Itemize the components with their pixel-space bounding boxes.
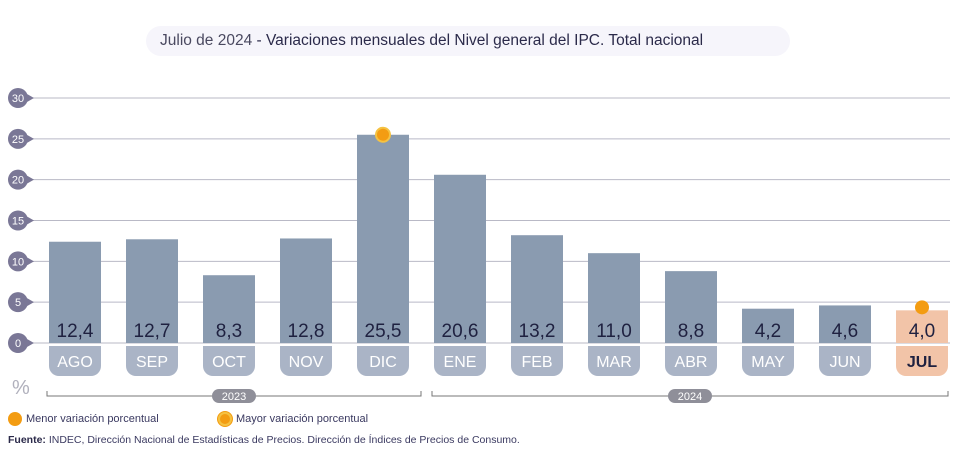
value-label: 20,6 [442,321,479,342]
legend-max: Mayor variación porcentual [218,412,368,426]
month-label: DIC [369,354,397,371]
value-label: 8,3 [216,321,242,342]
month-label: ENE [444,354,477,371]
y-tick-label: 10 [12,256,24,268]
month-label: ABR [675,354,708,371]
month-label: MAR [596,354,632,371]
y-tick-badge [8,169,34,190]
month-label: SEP [136,354,168,371]
month-pill [665,346,717,376]
bar-abr [665,271,717,343]
legend-max-label: Mayor variación porcentual [236,413,369,425]
value-label: 4,6 [832,321,858,342]
value-label: 25,5 [365,321,402,342]
bar-ago [49,241,101,343]
bar-chart: 0 5 10 15 20 25 30 12,4 AGO 12,7 SEP 8,3 OCT 12,8 NOV 2… [8,88,950,403]
y-tick-badge [8,292,34,313]
max-marker [375,126,391,143]
month-pill [49,346,101,376]
bar-jul [896,310,948,343]
month-pill [434,346,486,376]
month-pill [126,346,178,376]
legend-min-label: Menor variación porcentual [26,413,159,425]
month-pill [896,346,948,376]
month-pill [280,346,332,376]
month-pill [203,346,255,376]
year-label: 2024 [678,391,702,403]
min-marker-icon [8,412,22,426]
y-tick-label: 20 [12,175,24,187]
month-label: JUN [829,354,860,371]
y-tick-badge [8,251,34,272]
bar-feb [511,235,563,343]
bar-may [742,308,794,343]
value-label: 12,4 [57,321,94,342]
month-label: JUL [907,354,937,371]
value-label: 8,8 [678,321,704,342]
y-tick-label: 15 [12,216,24,228]
source-text: INDEC, Dirección Nacional de Estadística… [45,434,520,446]
y-axis-unit: % [12,377,30,399]
month-label: AGO [57,354,93,371]
y-tick-badge [8,88,34,108]
month-pill [357,346,409,376]
bar-sep [126,239,178,343]
bar-nov [280,238,332,343]
month-label: FEB [521,354,552,371]
year-badge [668,389,712,403]
y-tick-label: 0 [15,338,21,350]
y-tick-badge [8,333,34,353]
value-label: 12,8 [288,321,325,342]
month-label: NOV [289,354,324,371]
y-tick-label: 25 [12,134,24,146]
y-tick-badge [8,128,34,149]
year-badge [212,389,256,403]
legend-min: Menor variación porcentual [8,412,159,426]
y-tick-badge [8,210,34,231]
year-label: 2023 [222,391,246,403]
min-marker [915,300,929,315]
month-pill [742,346,794,376]
month-pill [588,346,640,376]
source-note: Fuente: INDEC, Dirección Nacional de Est… [8,434,520,446]
value-label: 12,7 [134,321,171,342]
value-label: 11,0 [596,321,632,342]
value-label: 4,0 [909,321,935,342]
bar-jun [819,305,871,343]
value-label: 13,2 [519,321,556,342]
value-label: 4,2 [755,321,781,342]
title-date: Julio de 2024 [160,32,253,49]
month-pill [511,346,563,376]
bar-mar [588,253,640,343]
month-label: MAY [751,354,785,371]
month-pill [819,346,871,376]
month-label: OCT [212,354,246,371]
bar-ene [434,174,486,343]
bar-oct [203,275,255,343]
bar-dic [357,134,409,343]
y-tick-label: 5 [15,297,21,309]
y-tick-label: 30 [12,93,24,105]
source-label: Fuente: [8,434,46,446]
title-text: - Variaciones mensuales del Nivel genera… [252,32,704,49]
chart-title: Julio de 2024 - Variaciones mensuales de… [146,26,790,56]
max-marker-icon [218,412,232,426]
